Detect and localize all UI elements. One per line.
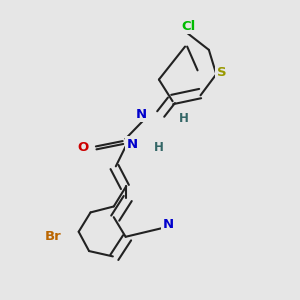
Text: H: H [179, 112, 189, 125]
Text: O: O [77, 140, 89, 154]
Text: N: N [162, 218, 173, 231]
Text: N: N [136, 108, 147, 121]
Text: S: S [217, 66, 226, 79]
Text: Br: Br [45, 230, 62, 243]
Text: H: H [154, 140, 164, 154]
Text: Cl: Cl [182, 20, 196, 33]
Text: N: N [127, 138, 138, 151]
